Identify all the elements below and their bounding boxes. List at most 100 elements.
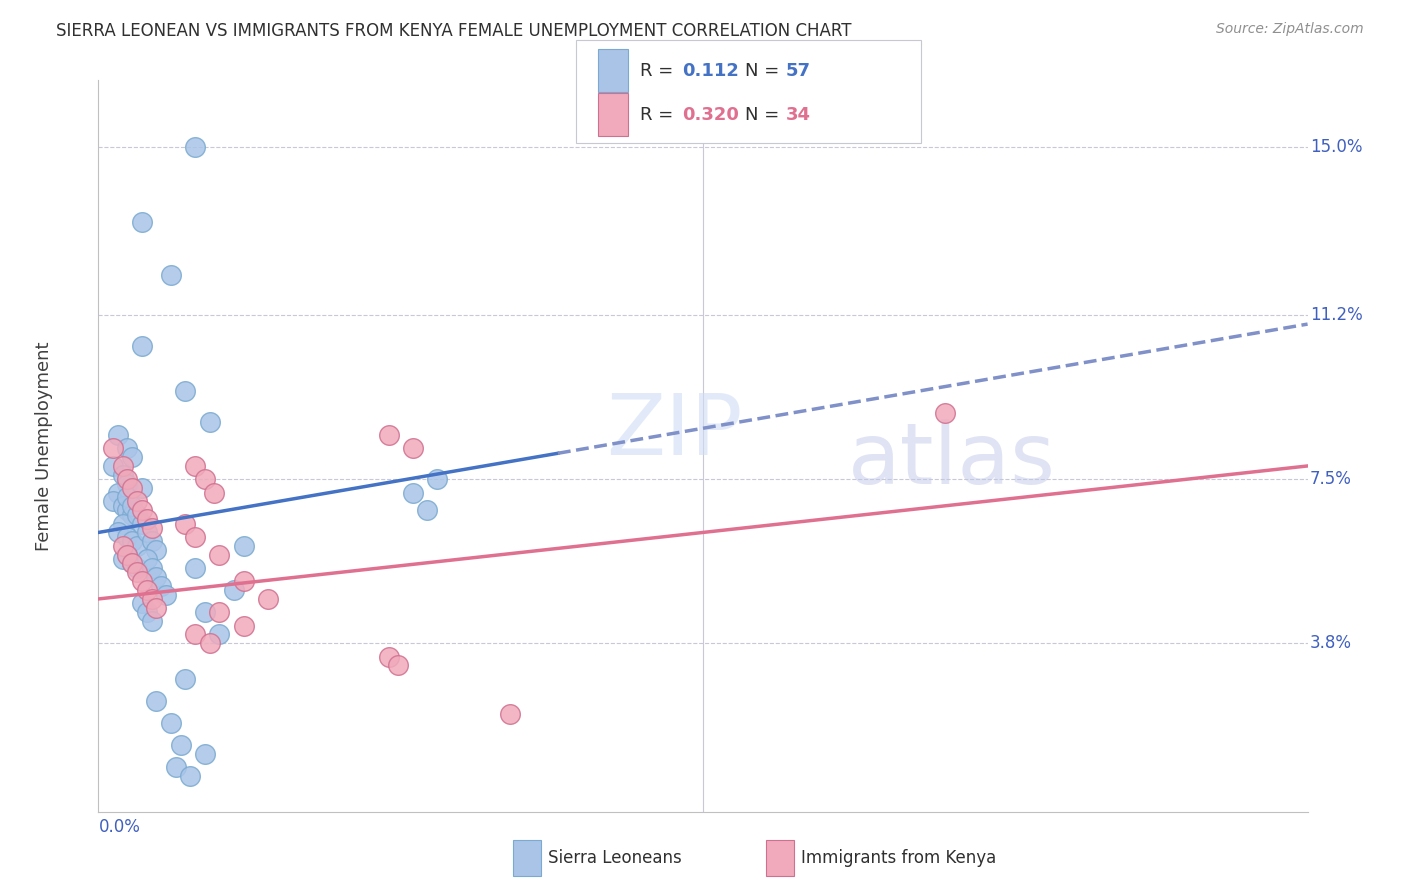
Point (145, 543, 167, 558)
Text: 34: 34 (786, 106, 811, 124)
Point (135, 583, 157, 598)
Point (107, 428, 129, 442)
Point (184, 561, 207, 575)
Point (387, 658, 409, 673)
Text: SIERRA LEONEAN VS IMMIGRANTS FROM KENYA FEMALE UNEMPLOYMENT CORRELATION CHART: SIERRA LEONEAN VS IMMIGRANTS FROM KENYA … (56, 22, 852, 40)
Text: 15.0%: 15.0% (1310, 137, 1362, 156)
Point (121, 508, 143, 522)
Point (184, 140, 207, 154)
Point (204, 485, 226, 500)
Point (111, 516, 134, 531)
Point (131, 516, 153, 531)
Point (117, 476, 139, 491)
Point (141, 521, 163, 535)
Point (174, 384, 197, 398)
Text: atlas: atlas (848, 419, 1056, 502)
Point (117, 548, 139, 562)
Text: N =: N = (745, 62, 779, 79)
Point (131, 481, 153, 495)
Point (111, 467, 134, 482)
Point (184, 627, 207, 641)
Point (145, 694, 167, 708)
Text: 3.8%: 3.8% (1310, 634, 1353, 652)
Point (107, 485, 129, 500)
Point (145, 570, 167, 584)
Point (184, 530, 207, 544)
Text: ZIP: ZIP (606, 390, 742, 473)
Point (127, 566, 149, 580)
Point (174, 672, 197, 686)
Text: Sierra Leoneans: Sierra Leoneans (548, 849, 682, 867)
Point (111, 499, 134, 513)
Point (131, 574, 153, 589)
Text: Source: ZipAtlas.com: Source: ZipAtlas.com (1216, 22, 1364, 37)
Point (101, 494, 124, 508)
Point (121, 557, 143, 571)
Point (121, 557, 143, 571)
Point (135, 512, 157, 526)
Point (111, 552, 134, 566)
Text: Female Unemployment: Female Unemployment (35, 342, 53, 550)
Text: 57: 57 (786, 62, 811, 79)
Point (169, 738, 191, 752)
Point (131, 339, 153, 353)
Text: N =: N = (745, 106, 779, 124)
Point (222, 583, 245, 598)
Point (141, 591, 163, 606)
Point (117, 503, 139, 517)
Point (121, 450, 143, 464)
Point (198, 636, 221, 650)
Point (141, 561, 163, 575)
Point (127, 539, 149, 553)
Point (117, 472, 139, 486)
Point (111, 539, 134, 553)
Point (498, 707, 520, 722)
Point (121, 481, 143, 495)
Point (117, 530, 139, 544)
Text: 7.5%: 7.5% (1310, 470, 1353, 488)
Point (117, 548, 139, 562)
Point (131, 596, 153, 610)
Point (256, 591, 278, 606)
Point (426, 472, 449, 486)
Point (208, 548, 231, 562)
Point (145, 600, 167, 615)
Point (208, 605, 231, 619)
Point (160, 716, 183, 731)
Point (174, 516, 197, 531)
Point (232, 618, 254, 632)
Text: 11.2%: 11.2% (1310, 306, 1362, 324)
Point (135, 552, 157, 566)
Point (160, 268, 183, 283)
Text: R =: R = (640, 62, 673, 79)
Point (232, 539, 254, 553)
Point (934, 406, 956, 420)
Point (135, 605, 157, 619)
Point (127, 561, 149, 575)
Text: R =: R = (640, 106, 673, 124)
Point (232, 574, 254, 589)
Point (150, 579, 173, 593)
Point (127, 508, 149, 522)
Point (121, 534, 143, 549)
Point (208, 627, 231, 641)
Point (198, 415, 221, 429)
Point (131, 503, 153, 517)
Point (184, 458, 207, 473)
Point (117, 441, 139, 455)
Point (101, 441, 124, 455)
Point (117, 490, 139, 504)
Point (402, 485, 425, 500)
Point (141, 614, 163, 628)
Point (377, 428, 399, 442)
Point (194, 747, 217, 761)
Point (131, 215, 153, 229)
Point (194, 605, 217, 619)
Point (402, 441, 425, 455)
Text: 0.112: 0.112 (682, 62, 738, 79)
Text: 0.320: 0.320 (682, 106, 738, 124)
Point (194, 472, 217, 486)
Point (101, 458, 124, 473)
Point (416, 503, 439, 517)
Point (155, 587, 177, 601)
